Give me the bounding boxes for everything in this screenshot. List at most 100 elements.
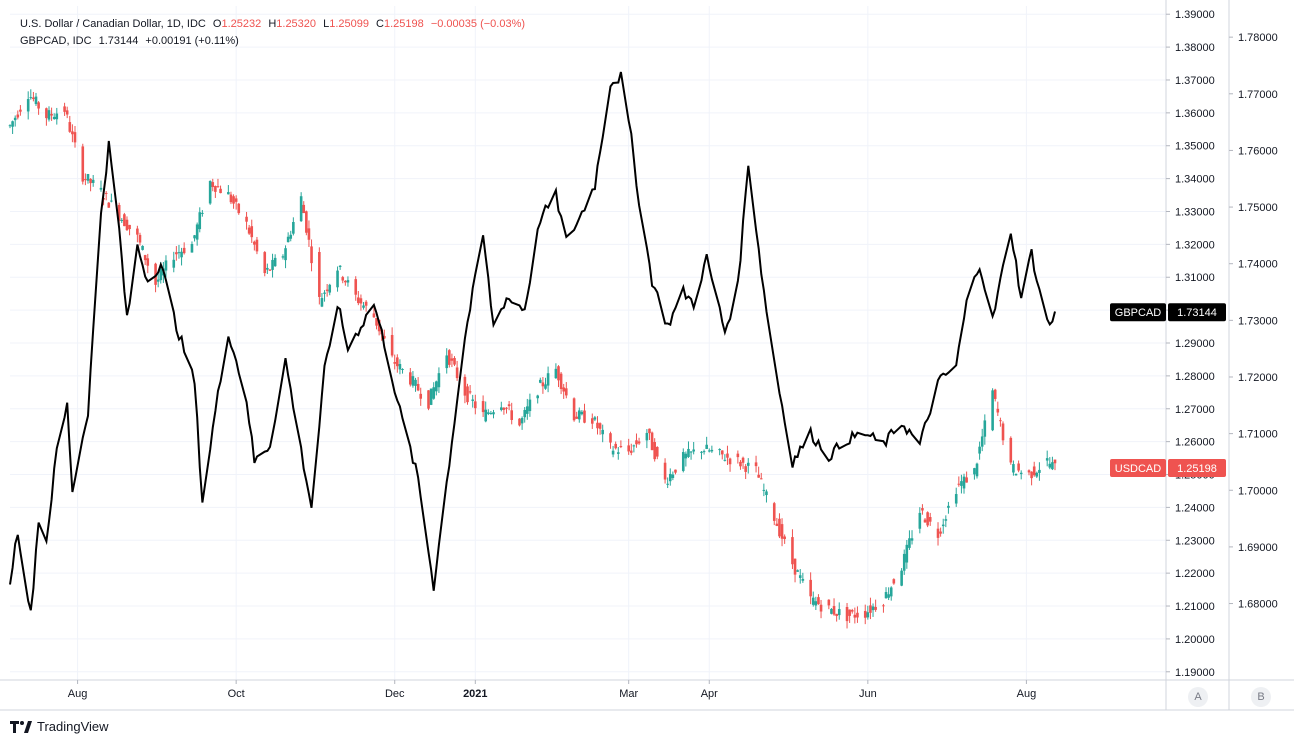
candle-body — [627, 445, 630, 452]
candle-body — [653, 442, 656, 460]
y-tick-label-a: 1.34000 — [1175, 174, 1215, 186]
candle-body — [910, 538, 914, 541]
candle-body — [707, 450, 711, 452]
y-tick-label-a: 1.23000 — [1175, 535, 1215, 547]
candle-body — [156, 279, 160, 282]
candle-body — [655, 446, 659, 457]
candle-body — [526, 406, 529, 414]
x-tick-label: Mar — [619, 688, 638, 700]
time-axis[interactable]: Aug Oct Dec 2021 Mar Apr Jun Aug — [68, 680, 1036, 700]
price-axis-b[interactable]: 1.68000 1.69000 1.70000 1.71000 1.72000 1.730… — [1229, 32, 1278, 611]
candle-body — [110, 200, 113, 202]
candle-body — [577, 410, 581, 420]
candle-body — [86, 174, 90, 181]
axis-b-button[interactable]: B — [1251, 687, 1271, 707]
candle-body — [396, 357, 399, 367]
candle-body — [1045, 458, 1049, 461]
candle-body — [253, 241, 256, 245]
candle-body — [957, 483, 961, 485]
y-tick-label-a: 1.21000 — [1175, 601, 1215, 613]
gbpcad-legend[interactable]: GBPCAD, IDC 1.73144 +0.00191 (+0.11%) — [20, 35, 243, 47]
candle-body — [289, 234, 293, 239]
candle-body — [481, 401, 485, 413]
candle-body — [507, 404, 511, 407]
candle-body — [398, 364, 402, 370]
candle-body — [453, 357, 456, 365]
candle-body — [590, 418, 594, 424]
candle-body — [193, 235, 196, 239]
x-tick-label: Dec — [385, 688, 405, 700]
candle-body — [936, 528, 940, 538]
candle-body — [305, 211, 308, 233]
candle-body — [390, 334, 394, 356]
candle-body — [411, 376, 415, 386]
candle-body — [13, 117, 17, 121]
candle-body — [1014, 473, 1018, 476]
candle-body — [37, 102, 40, 109]
candle-body — [978, 446, 981, 454]
candle-body — [1032, 466, 1036, 476]
candle-body — [572, 398, 576, 421]
candle-body — [559, 373, 563, 389]
candle-body — [814, 601, 818, 606]
candle-body — [887, 594, 890, 598]
candle-body — [609, 433, 612, 443]
candle-body — [993, 389, 997, 399]
candle-body — [354, 279, 358, 295]
candle-body — [546, 373, 550, 386]
candle-body — [817, 597, 820, 605]
candle-body — [926, 512, 929, 526]
candle-body — [536, 395, 539, 399]
candle-body — [427, 390, 430, 409]
gbpcad-badge-value-box — [1168, 303, 1226, 322]
candle-body — [141, 245, 144, 250]
y-tick-label-a: 1.27000 — [1175, 404, 1215, 416]
candle-body — [960, 481, 963, 486]
candle-body — [65, 110, 69, 115]
candle-body — [117, 204, 121, 221]
price-axis-a[interactable]: 1.19000 1.20000 1.21000 1.22000 1.23000 1.240… — [1166, 9, 1215, 679]
candle-body — [195, 224, 199, 240]
candle-body — [528, 399, 532, 412]
candle-body — [505, 407, 508, 409]
brand-name: TradingView — [37, 719, 109, 734]
last-value-badges: GBPCAD 1.73144 USDCAD 1.25198 — [1110, 303, 1226, 478]
candle-body — [34, 96, 38, 105]
candle-body — [965, 477, 968, 483]
tradingview-logo[interactable]: TradingView — [10, 719, 109, 734]
candle-body — [271, 259, 274, 270]
y-tick-label-a: 1.24000 — [1175, 502, 1215, 514]
candle-body — [318, 251, 321, 297]
candle-body — [811, 597, 815, 605]
candle-body — [435, 381, 438, 392]
axis-a-button[interactable]: A — [1188, 687, 1208, 707]
candle-body — [1035, 472, 1039, 477]
candle-body — [50, 113, 53, 116]
candle-body — [754, 462, 758, 467]
candle-body — [835, 613, 838, 617]
candle-body — [598, 423, 602, 429]
candle-body — [848, 609, 851, 616]
candle-body — [414, 379, 417, 386]
candle-body — [999, 420, 1002, 422]
candle-body — [323, 292, 326, 294]
usdcad-legend[interactable]: U.S. Dollar / Canadian Dollar, 1D, IDC O… — [20, 18, 526, 30]
candle-body — [541, 382, 545, 387]
x-tick-label: Apr — [701, 688, 718, 700]
y-tick-label-b: 1.68000 — [1238, 599, 1278, 611]
candle-body — [26, 99, 30, 112]
candle-body — [429, 388, 433, 405]
axes[interactable] — [0, 0, 1294, 711]
y-tick-label-b: 1.73000 — [1238, 315, 1278, 327]
candle-body — [575, 416, 578, 419]
candle-body — [237, 203, 241, 214]
candle-body — [359, 298, 363, 304]
candle-body — [954, 494, 958, 504]
candle-body — [63, 106, 66, 112]
candle-body — [1048, 463, 1052, 468]
candle-body — [837, 609, 841, 616]
candle-body — [455, 367, 459, 379]
candle-body — [409, 372, 412, 385]
candle-body — [45, 108, 48, 119]
